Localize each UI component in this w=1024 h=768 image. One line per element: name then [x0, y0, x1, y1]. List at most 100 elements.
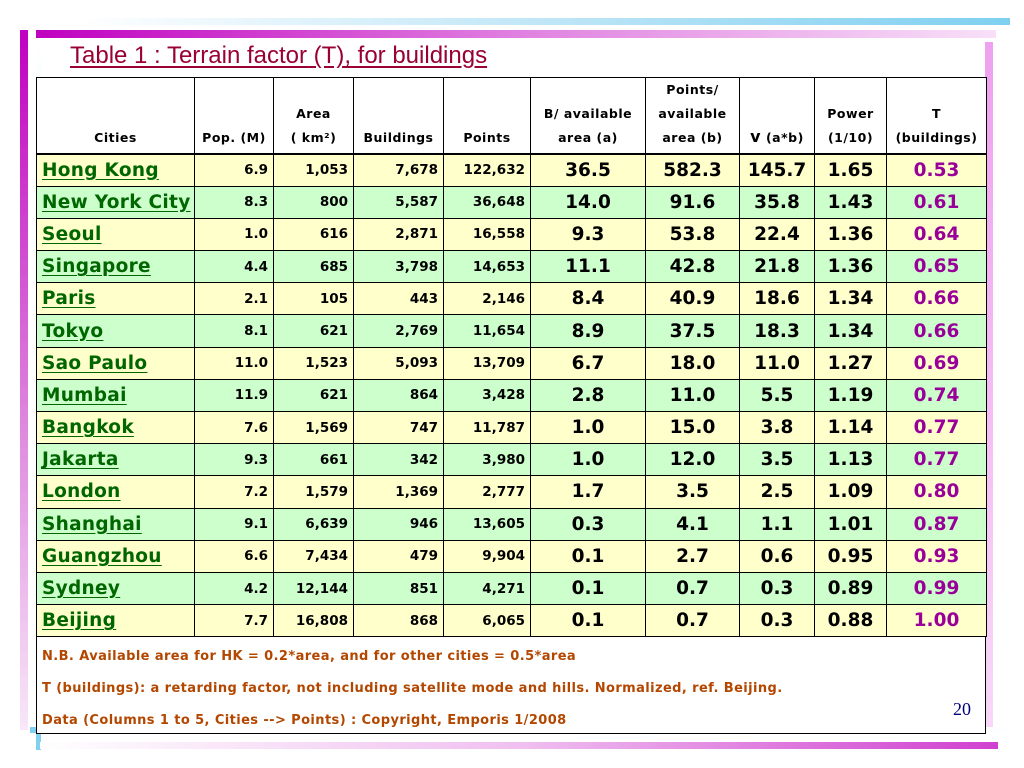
- cell-city[interactable]: London: [36, 475, 195, 509]
- cell-city[interactable]: Paris: [36, 282, 195, 316]
- cell-t: 0.65: [886, 250, 987, 284]
- cell-t: 0.80: [886, 475, 987, 509]
- cell-points: 2,146: [443, 282, 531, 316]
- decorative-bar-top-blue: [80, 18, 1010, 25]
- cell-pop: 7.7: [194, 604, 274, 638]
- cell-b-available-area: 8.4: [530, 282, 646, 316]
- cell-city[interactable]: Bangkok: [36, 410, 195, 445]
- cell-city[interactable]: Beijing: [36, 604, 195, 638]
- cell-t: 0.53: [886, 153, 987, 187]
- cell-buildings: 864: [353, 378, 444, 413]
- cell-power: 0.89: [814, 571, 887, 606]
- cell-buildings: 1,369: [353, 475, 444, 509]
- note-data-source: Data (Columns 1 to 5, Cities --> Points)…: [42, 713, 567, 729]
- table-row: Jakarta 9.3 661 342 3,980 1.0 12.0 3.5 1.13 0.77: [36, 443, 987, 477]
- cell-buildings: 479: [353, 539, 444, 573]
- cell-pop: 7.2: [194, 475, 274, 509]
- cell-v: 11.0: [739, 346, 815, 380]
- cell-power: 1.19: [814, 378, 887, 413]
- cell-pop: 6.6: [194, 539, 274, 573]
- cell-points-available-area: 11.0: [645, 378, 740, 413]
- cell-v: 5.5: [739, 378, 815, 413]
- cell-area: 1,579: [273, 475, 354, 509]
- cell-power: 1.14: [814, 410, 887, 445]
- note-available-area: N.B. Available area for HK = 0.2*area, a…: [42, 649, 577, 665]
- table-row: Beijing 7.7 16,808 868 6,065 0.1 0.7 0.3 0.88 1.0…: [36, 604, 987, 638]
- cell-pop: 7.6: [194, 410, 274, 445]
- cell-power: 1.34: [814, 282, 887, 316]
- cell-t: 0.69: [886, 346, 987, 380]
- cell-pop: 4.2: [194, 571, 274, 606]
- cell-points-available-area: 40.9: [645, 282, 740, 316]
- cell-points-available-area: 2.7: [645, 539, 740, 573]
- cell-pop: 9.1: [194, 507, 274, 541]
- table-header-row: Cities Pop. (M) Area( km²) Buildings Poi…: [36, 77, 987, 155]
- cell-points: 9,904: [443, 539, 531, 573]
- cell-pop: 4.4: [194, 250, 274, 284]
- cell-area: 621: [273, 378, 354, 413]
- cell-v: 0.6: [739, 539, 815, 573]
- cell-b-available-area: 0.1: [530, 571, 646, 606]
- cell-points: 11,654: [443, 314, 531, 348]
- cell-points-available-area: 53.8: [645, 217, 740, 252]
- cell-points: 6,065: [443, 604, 531, 638]
- cell-b-available-area: 0.1: [530, 539, 646, 573]
- slide-title: Table 1 : Terrain factor (T), for buildi…: [70, 42, 488, 69]
- cell-city[interactable]: Tokyo: [36, 314, 195, 348]
- decorative-bar-left-pink: [20, 30, 28, 730]
- cell-city[interactable]: Mumbai: [36, 378, 195, 413]
- cell-buildings: 851: [353, 571, 444, 606]
- header-points: Points: [443, 77, 531, 155]
- cell-points-available-area: 0.7: [645, 571, 740, 606]
- table-row: Hong Kong 6.9 1,053 7,678 122,632 36.5 582.3 14…: [36, 153, 987, 187]
- terrain-factor-table: Cities Pop. (M) Area( km²) Buildings Poi…: [36, 77, 987, 638]
- cell-t: 0.77: [886, 410, 987, 445]
- cell-city[interactable]: Jakarta: [36, 443, 195, 477]
- cell-buildings: 5,093: [353, 346, 444, 380]
- cell-t: 0.64: [886, 217, 987, 252]
- table-row: Mumbai 11.9 621 864 3,428 2.8 11.0 5.5 1.19 0.74: [36, 378, 987, 413]
- cell-t: 0.87: [886, 507, 987, 541]
- cell-buildings: 342: [353, 443, 444, 477]
- cell-points: 36,648: [443, 185, 531, 219]
- cell-pop: 11.9: [194, 378, 274, 413]
- cell-city[interactable]: Seoul: [36, 217, 195, 252]
- cell-power: 1.27: [814, 346, 887, 380]
- cell-b-available-area: 6.7: [530, 346, 646, 380]
- table-row: Seoul 1.0 616 2,871 16,558 9.3 53.8 22.4 1.36 0.6…: [36, 217, 987, 252]
- cell-b-available-area: 9.3: [530, 217, 646, 252]
- cell-buildings: 3,798: [353, 250, 444, 284]
- cell-pop: 11.0: [194, 346, 274, 380]
- cell-points: 2,777: [443, 475, 531, 509]
- cell-city[interactable]: Hong Kong: [36, 153, 195, 187]
- cell-points-available-area: 42.8: [645, 250, 740, 284]
- cell-city[interactable]: Sydney: [36, 571, 195, 606]
- cell-buildings: 868: [353, 604, 444, 638]
- cell-pop: 6.9: [194, 153, 274, 187]
- cell-power: 1.36: [814, 250, 887, 284]
- cell-area: 1,523: [273, 346, 354, 380]
- cell-city[interactable]: Guangzhou: [36, 539, 195, 573]
- cell-area: 1,053: [273, 153, 354, 187]
- cell-city[interactable]: Sao Paulo: [36, 346, 195, 380]
- cell-v: 35.8: [739, 185, 815, 219]
- terrain-factor-table-container: Cities Pop. (M) Area( km²) Buildings Poi…: [36, 77, 987, 735]
- cell-city[interactable]: New York City: [36, 185, 195, 219]
- cell-buildings: 747: [353, 410, 444, 445]
- table-row: New York City 8.3 800 5,587 36,648 14.0 91.6 35…: [36, 185, 987, 219]
- cell-buildings: 2,769: [353, 314, 444, 348]
- cell-v: 2.5: [739, 475, 815, 509]
- cell-city[interactable]: Singapore: [36, 250, 195, 284]
- cell-v: 0.3: [739, 571, 815, 606]
- table-row: Tokyo 8.1 621 2,769 11,654 8.9 37.5 18.3 1.34 0.6…: [36, 314, 987, 348]
- table-body: Hong Kong 6.9 1,053 7,678 122,632 36.5 582.3 14…: [36, 153, 987, 638]
- cell-power: 1.01: [814, 507, 887, 541]
- decorative-bar-bottom-pink: [40, 742, 998, 749]
- cell-buildings: 5,587: [353, 185, 444, 219]
- cell-b-available-area: 8.9: [530, 314, 646, 348]
- cell-t: 0.66: [886, 314, 987, 348]
- cell-city[interactable]: Shanghai: [36, 507, 195, 541]
- cell-area: 16,808: [273, 604, 354, 638]
- cell-points-available-area: 37.5: [645, 314, 740, 348]
- cell-power: 1.13: [814, 443, 887, 477]
